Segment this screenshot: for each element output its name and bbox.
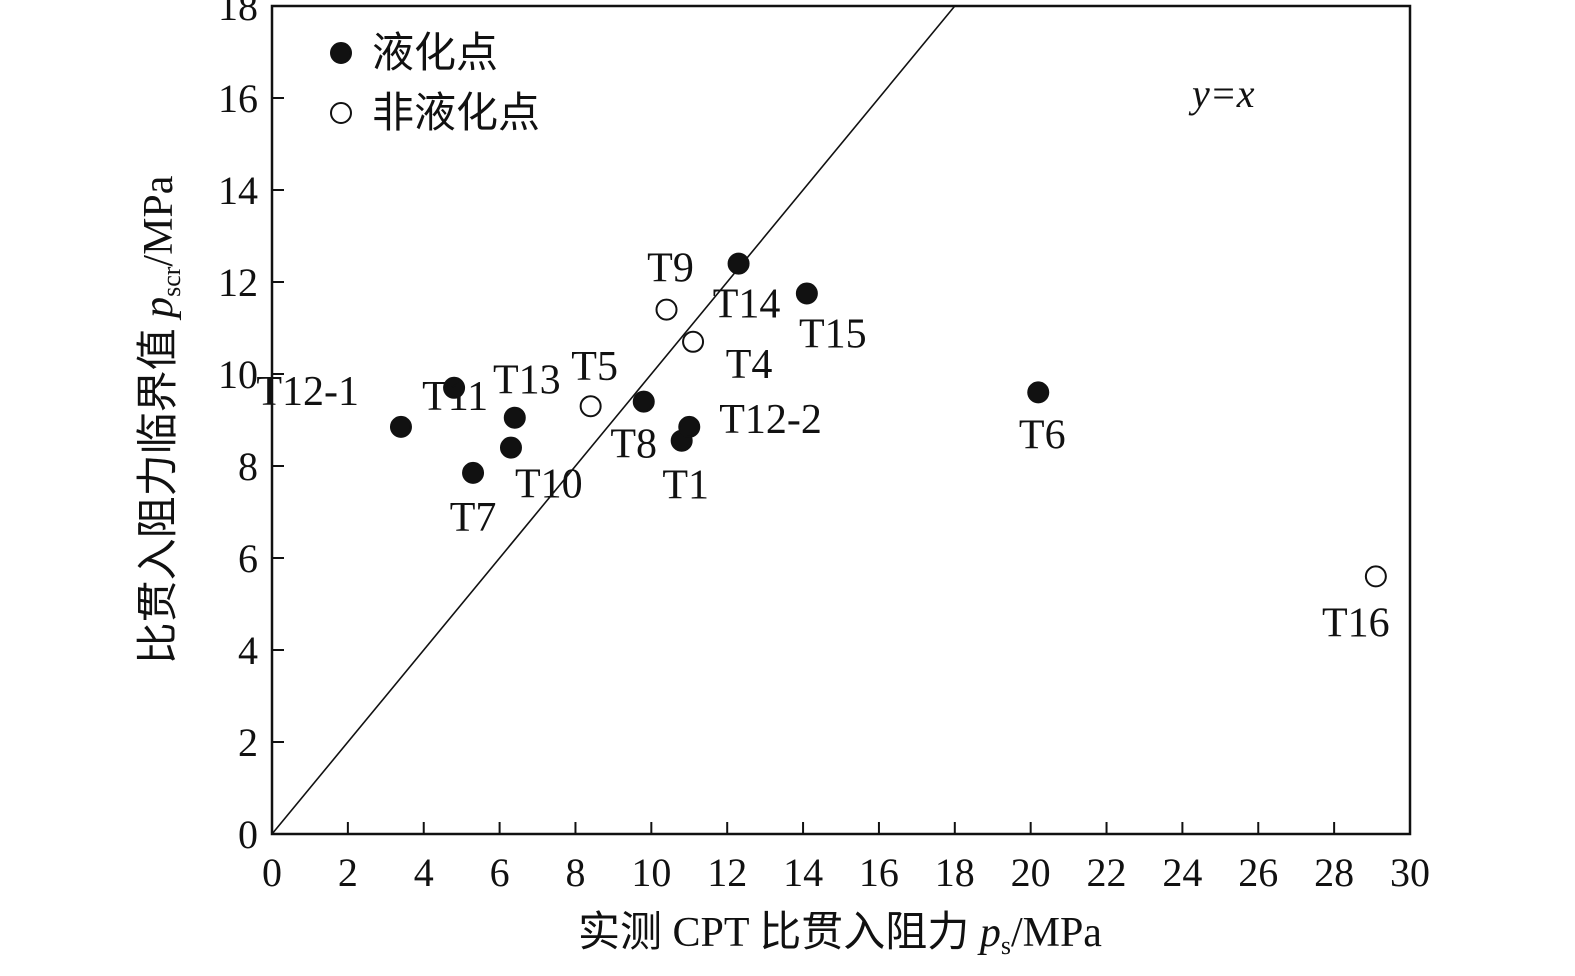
- reference-line-label: y=x: [1188, 71, 1255, 116]
- point-label-t14: T14: [713, 282, 781, 328]
- point-t11: [443, 376, 466, 399]
- point-t13: [503, 406, 526, 429]
- point-t6: [1027, 381, 1050, 404]
- y-tick-label: 0: [238, 812, 258, 857]
- point-t14: [727, 252, 750, 275]
- x-tick-label: 22: [1087, 850, 1127, 895]
- point-t7: [462, 461, 485, 484]
- point-t10: [499, 436, 522, 459]
- point-t8: [632, 390, 655, 413]
- y-tick-label: 16: [218, 76, 258, 121]
- legend-marker-open: [330, 102, 352, 124]
- x-tick-label: 18: [935, 850, 975, 895]
- point-label-t4: T4: [726, 342, 773, 388]
- x-tick-label: 4: [414, 850, 434, 895]
- y-tick-label: 10: [218, 352, 258, 397]
- x-tick-label: 8: [565, 850, 585, 895]
- reference-line-layer: [271, 5, 956, 835]
- x-tick-label: 16: [859, 850, 899, 895]
- x-tick-label: 0: [262, 850, 282, 895]
- legend-marker-filled: [330, 42, 352, 64]
- x-tick-label: 24: [1162, 850, 1202, 895]
- point-label-t12-2: T12-2: [719, 397, 822, 443]
- reference-line-y-equals-x: [271, 5, 956, 835]
- y-tick-label: 12: [218, 260, 258, 305]
- y-tick-label: 2: [238, 720, 258, 765]
- point-t4: [682, 330, 705, 353]
- point-t9: [655, 298, 678, 321]
- point-label-t10: T10: [515, 462, 583, 508]
- axis-ticks: 0 2 4 6 8 10 12 14 16 18 20 22 24 26 28 300246810121416…: [218, 0, 1430, 895]
- x-tick-label: 20: [1011, 850, 1051, 895]
- point-label-t15: T15: [799, 312, 867, 358]
- x-tick-label: 2: [338, 850, 358, 895]
- plot-frame: [270, 4, 1412, 836]
- point-label-t9: T9: [647, 246, 694, 292]
- point-t16: [1364, 565, 1387, 588]
- y-tick-label: 14: [218, 168, 258, 213]
- point-t12-1: [389, 415, 412, 438]
- point-label-t12-1: T12-1: [256, 369, 359, 415]
- x-axis-title: 实测 CPT 比贯入阻力 ps/MPa: [578, 909, 1102, 960]
- x-tick-label: 6: [490, 850, 510, 895]
- point-t5: [579, 395, 602, 418]
- x-tick-label: 26: [1238, 850, 1278, 895]
- y-axis-title: 比贯入阻力临界值 pscr/MPa: [135, 175, 186, 664]
- point-t15: [795, 282, 818, 305]
- point-t12-2: [678, 415, 701, 438]
- x-tick-label: 30: [1390, 850, 1430, 895]
- legend-label-liquefied: 液化点: [372, 31, 498, 77]
- y-tick-label: 18: [218, 0, 258, 29]
- point-label-t7: T7: [450, 495, 497, 541]
- legend: 液化点 非液化点: [330, 31, 540, 137]
- point-label-t16: T16: [1322, 600, 1390, 646]
- point-label-t5: T5: [571, 344, 618, 390]
- x-tick-label: 28: [1314, 850, 1354, 895]
- data-points: [389, 252, 1387, 588]
- point-label-t1: T1: [662, 463, 709, 509]
- point-label-t13: T13: [493, 358, 561, 404]
- y-tick-label: 8: [238, 444, 258, 489]
- y-tick-label: 6: [238, 536, 258, 581]
- x-tick-label: 14: [783, 850, 823, 895]
- x-tick-label: 12: [707, 850, 747, 895]
- point-label-t8: T8: [610, 422, 657, 468]
- y-tick-label: 4: [238, 628, 258, 673]
- x-tick-label: 10: [631, 850, 671, 895]
- legend-label-non-liquefied: 非液化点: [372, 91, 540, 137]
- point-label-t11: T11: [422, 374, 488, 420]
- point-label-t6: T6: [1019, 412, 1066, 458]
